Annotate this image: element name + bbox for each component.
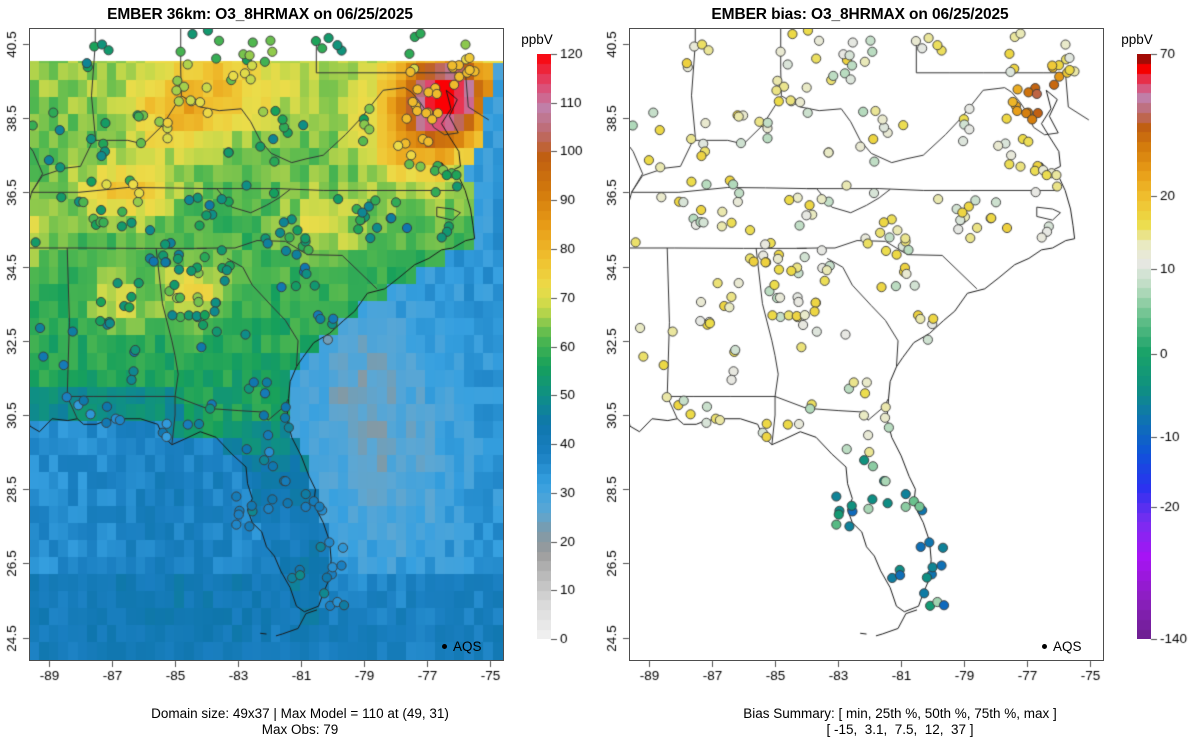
footer-bias: Bias Summary: [ min, 25th %, 50th %, 75t… [600,706,1200,738]
colorbar-bias [1137,54,1151,639]
panel-bias-title: EMBER bias: O3_8HRMAX on 06/25/2025 [711,6,1009,23]
footer-model-line2: Max Obs: 79 [261,722,339,737]
footer-bias-line1: Bias Summary: [ min, 25th %, 50th %, 75t… [743,706,1057,721]
plot-area-model[interactable] [29,28,504,661]
colorbar-model [537,54,551,639]
plot-area-bias[interactable] [629,28,1104,661]
legend-aqs-model: AQS [442,639,482,654]
legend-aqs-model-label: AQS [453,639,482,654]
footer-model-line1: Domain size: 49x37 | Max Model = 110 at … [151,706,449,721]
legend-aqs-bias: AQS [1042,639,1082,654]
footer-model: Domain size: 49x37 | Max Model = 110 at … [0,706,600,738]
colorbar-model-title: ppbV [521,32,553,47]
footer-bias-line2: [ -15, 3.1, 7.5, 12, 37 ] [826,722,974,737]
aqs-marker-icon [1042,644,1047,649]
panel-bias: EMBER bias: O3_8HRMAX on 06/25/2025 ppbV… [600,0,1200,750]
panel-model: EMBER 36km: O3_8HRMAX on 06/25/2025 ppbV… [0,0,600,750]
colorbar-bias-title: ppbV [1121,32,1153,47]
bias-field-canvas [630,29,1103,660]
model-field-canvas [30,29,503,660]
aqs-marker-icon [442,644,447,649]
legend-aqs-bias-label: AQS [1053,639,1082,654]
panel-model-title: EMBER 36km: O3_8HRMAX on 06/25/2025 [107,6,413,23]
